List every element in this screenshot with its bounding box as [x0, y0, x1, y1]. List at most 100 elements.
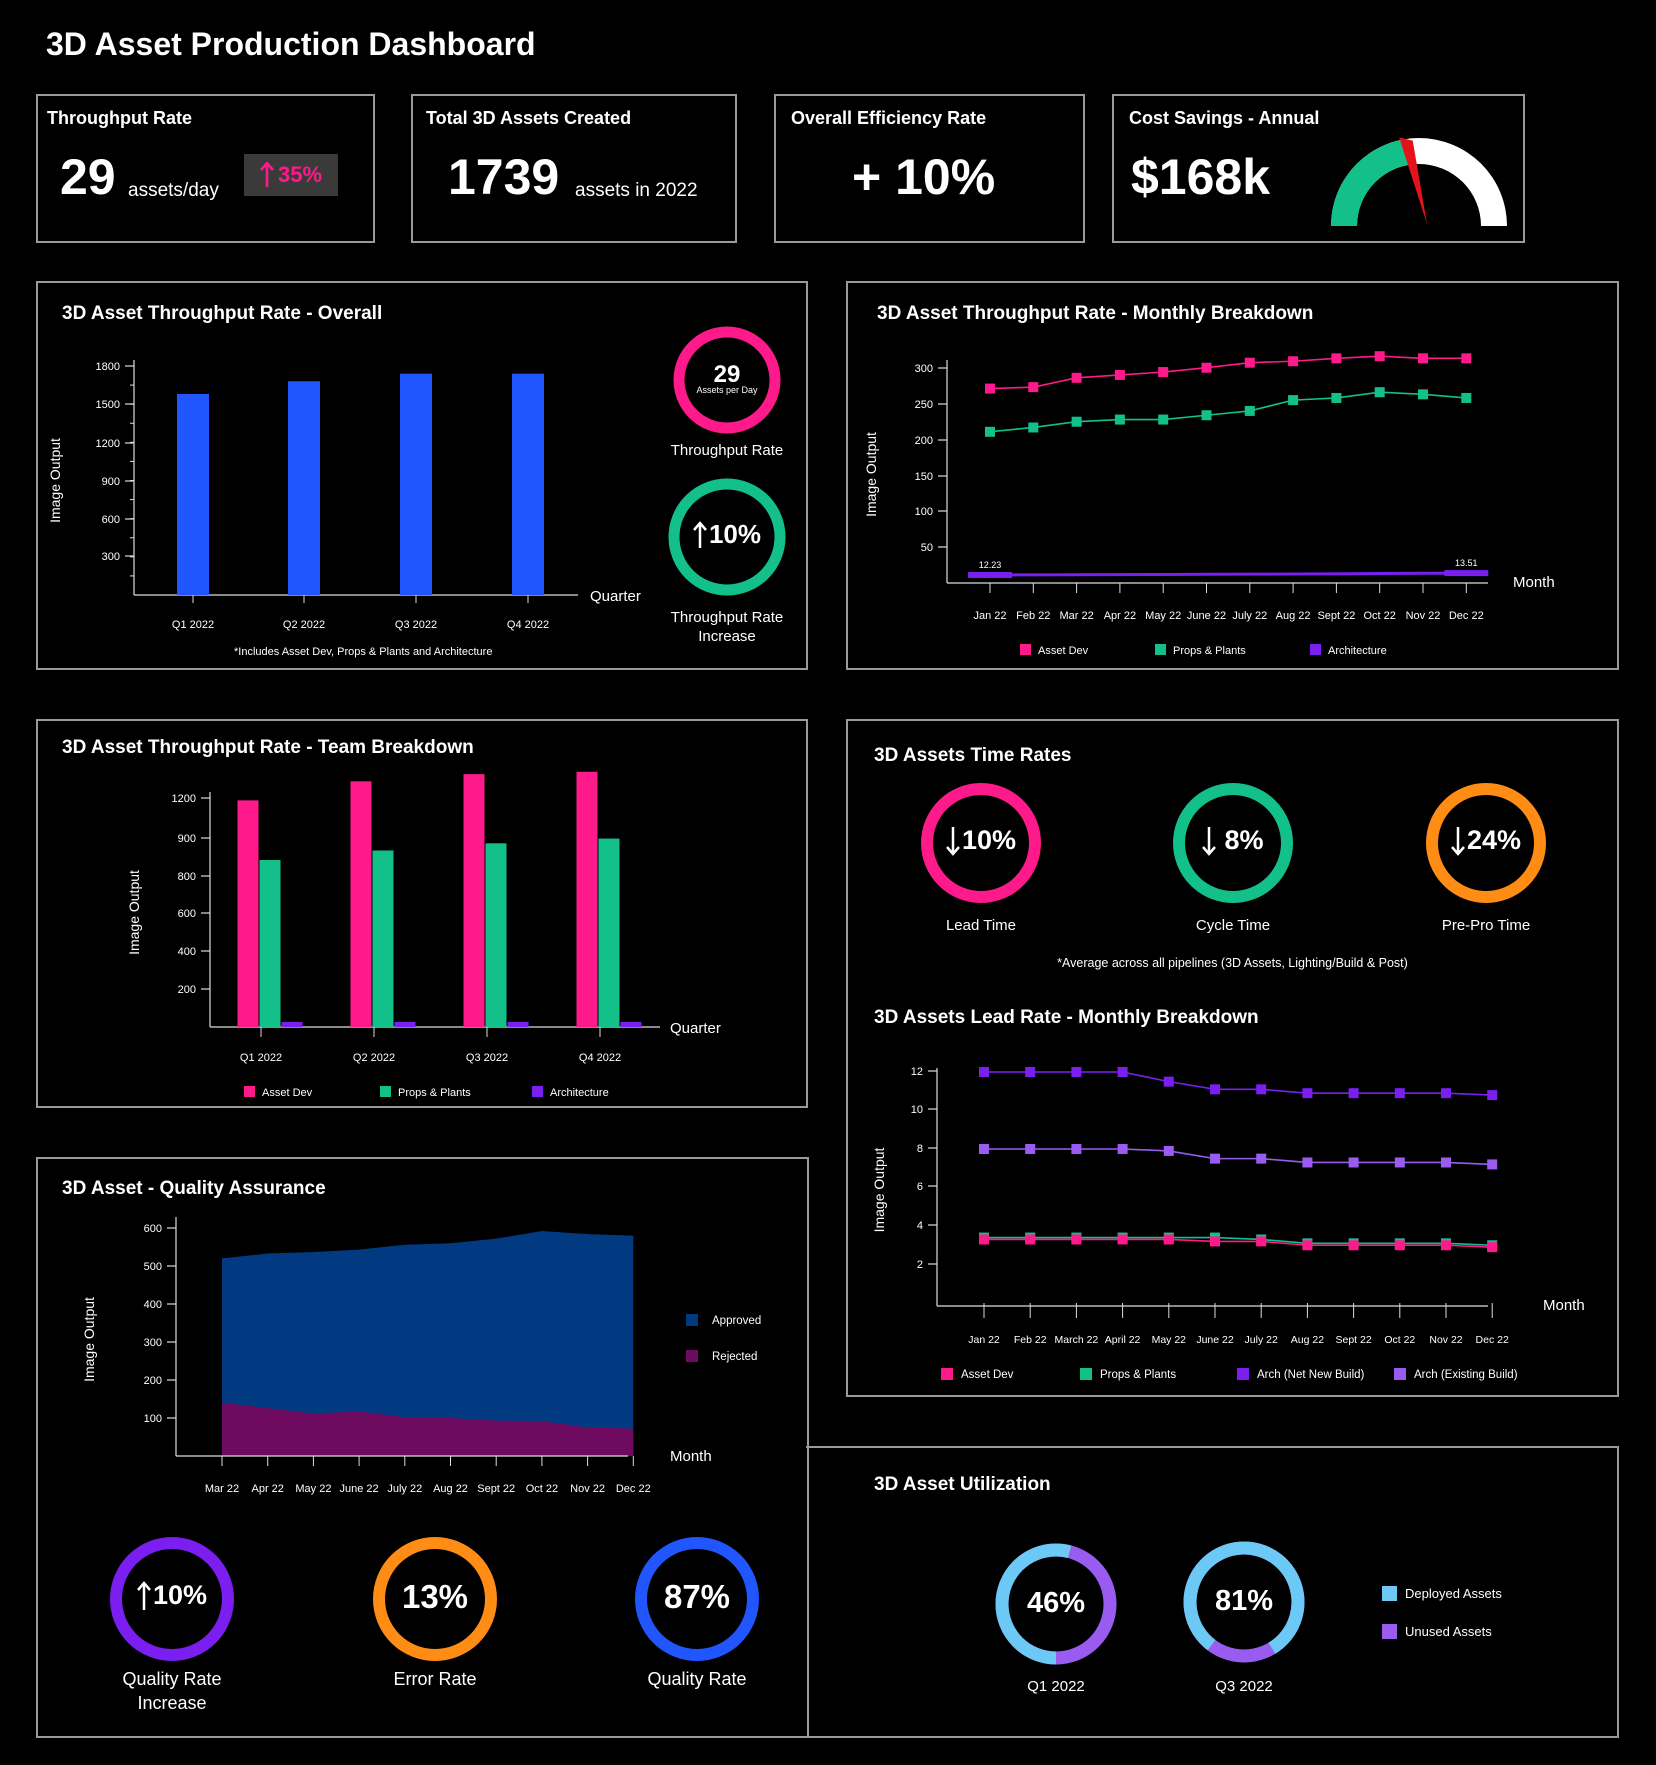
data-point [1071, 1234, 1082, 1245]
y-tick-label: 100 [144, 1413, 162, 1425]
data-point [1374, 351, 1385, 362]
data-point [1394, 1157, 1405, 1168]
bar-asset-dev [237, 800, 259, 1027]
donut-deployed [995, 1543, 1117, 1665]
legend-item: Unused Assets [1382, 1624, 1492, 1639]
y-tick-label: 200 [915, 435, 933, 447]
ring-value: 13% [401, 1578, 469, 1615]
data-point [1158, 367, 1169, 378]
data-point [1487, 1090, 1498, 1101]
data-point [1256, 1084, 1267, 1095]
y-tick-label: 1200 [172, 793, 196, 805]
legend-label: Props & Plants [398, 1087, 471, 1099]
x-tick-label: Feb 22 [1016, 610, 1050, 622]
x-tick-label: June 22 [1187, 610, 1226, 622]
x-tick-label: Mar 22 [205, 1483, 239, 1495]
ring-label: Increase [698, 628, 756, 645]
donut-label: Q1 2022 [1027, 1678, 1085, 1695]
legend-label: Approved [712, 1315, 761, 1327]
legend-swatch [532, 1086, 543, 1097]
panel-team: 3D Asset Throughput Rate - Team Breakdow… [36, 719, 808, 1108]
kpi-value: 29 [60, 149, 116, 205]
legend-label: Asset Dev [1038, 645, 1089, 657]
data-point [1028, 382, 1039, 393]
y-tick-label: 1800 [96, 361, 120, 373]
kpi-card-total: Total 3D Assets Created 1739 assets in 2… [411, 94, 737, 243]
legend-label: Props & Plants [1173, 645, 1246, 657]
ring-label: Quality Rate [647, 1669, 747, 1689]
kpi-value: + 10% [852, 149, 996, 205]
data-point [1418, 389, 1428, 400]
team-bar-chart: 200 400 600 800 900 1200 Image Output Quarter Q1… [126, 771, 721, 1099]
data-point [1461, 392, 1472, 403]
x-axis-label: Month [1543, 1297, 1585, 1314]
legend-swatch [1382, 1624, 1397, 1639]
bar-architecture [281, 1022, 303, 1027]
data-point [1441, 1088, 1451, 1099]
data-point [1117, 1234, 1128, 1245]
ring-value: 8% [1224, 825, 1264, 855]
data-point [1302, 1088, 1313, 1099]
data-label: 13.51 [1455, 558, 1478, 568]
data-point [1117, 1067, 1128, 1077]
y-tick-label: 200 [144, 1375, 162, 1387]
y-tick-label: 300 [915, 363, 933, 375]
y-tick-label: 6 [917, 1181, 923, 1193]
y-tick-label: 1200 [96, 438, 120, 450]
x-tick-label: Nov 22 [1429, 1334, 1462, 1346]
bar-q1-2022 [177, 393, 209, 595]
data-point [1025, 1067, 1036, 1077]
bar-asset-dev [350, 781, 372, 1027]
legend-swatch [1382, 1586, 1397, 1601]
series-line-arch-existing-build- [984, 1148, 1493, 1166]
legend-label: Rejected [712, 1351, 757, 1363]
overall-bar-chart: 300 600 900 1200 1500 1800 Image Output Quarter… [47, 360, 641, 631]
data-point [1348, 1240, 1359, 1251]
y-tick-label: 600 [144, 1223, 162, 1235]
kpi-card-efficiency: Overall Efficiency Rate + 10% [774, 94, 1085, 243]
kpi-card-savings: Cost Savings - Annual $168k [1112, 94, 1525, 243]
y-tick-label: 400 [144, 1299, 162, 1311]
data-point [985, 426, 995, 437]
data-point [1394, 1088, 1405, 1099]
ring-label: Increase [137, 1693, 207, 1713]
donut-deployed [1183, 1541, 1305, 1663]
y-axis-label: Image Output [863, 432, 879, 517]
legend-label: Arch (Existing Build) [1414, 1369, 1518, 1381]
y-tick-label: 1500 [96, 399, 120, 411]
data-point [1302, 1157, 1313, 1168]
up-arrow-icon [693, 520, 707, 548]
series-line-asset-dev [984, 1238, 1493, 1248]
panel-monthly: 3D Asset Throughput Rate - Monthly Break… [846, 281, 1619, 670]
x-tick-label: June 22 [1196, 1334, 1234, 1346]
legend-label: Architecture [550, 1087, 609, 1099]
x-tick-label: Nov 22 [1406, 610, 1441, 622]
x-tick-label: Aug 22 [1291, 1334, 1324, 1346]
legend-swatch [1394, 1368, 1406, 1380]
bar-props-plants [598, 838, 620, 1027]
ring-value: 24% [1466, 825, 1522, 855]
kpi-label: Total 3D Assets Created [426, 108, 632, 128]
x-tick-label: Oct 22 [526, 1483, 558, 1495]
y-tick-label: 900 [102, 476, 120, 488]
y-tick-label: 200 [178, 984, 196, 996]
data-point [1114, 414, 1125, 425]
bar-props-plants [259, 860, 281, 1027]
kpi-change-value: 35% [277, 162, 323, 187]
data-point [1302, 1240, 1313, 1251]
x-tick-label: Q3 2022 [466, 1052, 508, 1064]
y-tick-label: 900 [178, 833, 196, 845]
down-arrow-icon [1451, 826, 1465, 856]
error-rate-ring [373, 1537, 497, 1661]
x-tick-label: Dec 22 [616, 1483, 651, 1495]
lead-time-ring [921, 783, 1041, 903]
y-tick-label: 400 [178, 946, 196, 958]
series-line-arch-net-new-build- [984, 1071, 1493, 1096]
utilization-donut-q3 [1183, 1541, 1305, 1663]
y-tick-label: 600 [102, 514, 120, 526]
x-tick-label: Q1 2022 [172, 619, 214, 631]
ring-value-wrap: 10% [919, 825, 1043, 856]
kpi-unit: assets in 2022 [575, 180, 698, 201]
series-line-architecture [989, 571, 1467, 577]
ring-value-wrap: 24% [1424, 825, 1548, 856]
